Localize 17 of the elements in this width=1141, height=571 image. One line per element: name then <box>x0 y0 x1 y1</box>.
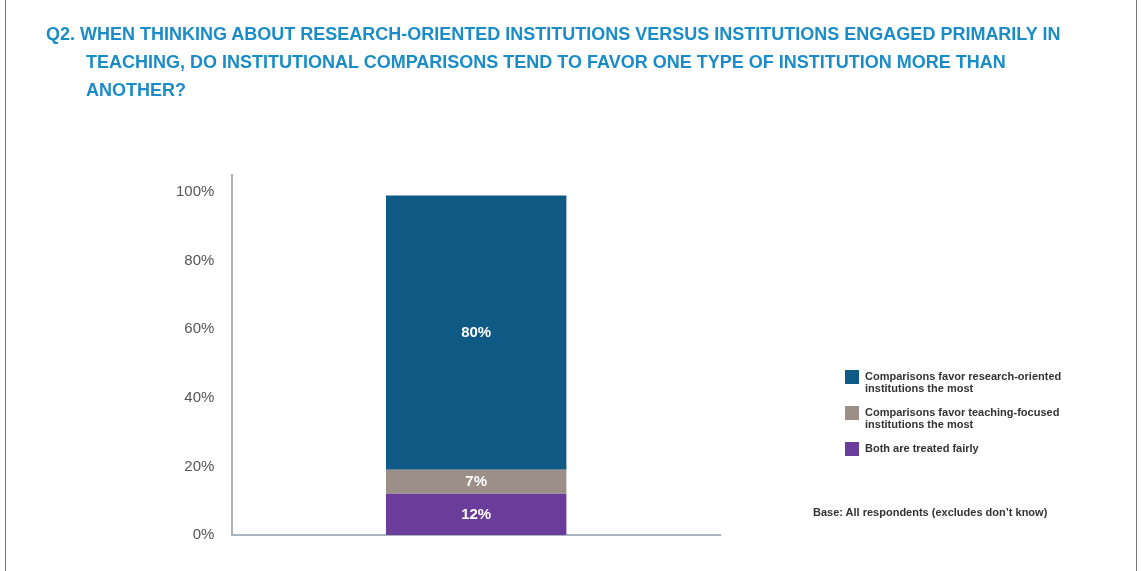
y-tick-label: 60% <box>184 319 215 337</box>
data-label: 7% <box>465 472 488 489</box>
data-label: 12% <box>461 504 492 522</box>
y-tick-label: 100% <box>175 182 215 200</box>
text: Base: All respondents (excludes don’t know) <box>813 506 1048 518</box>
y-tick-label: 20% <box>184 456 215 474</box>
legend-label: Comparisons favor teaching-focused institutions the most <box>865 406 1061 430</box>
y-tick-label: 40% <box>184 388 215 405</box>
legend-label: Comparisons favor research-oriented institutions the most <box>865 370 1063 394</box>
legend-label: Both are treated fairly <box>865 442 979 454</box>
bar <box>385 469 567 494</box>
y-tick-label: 0% <box>192 525 215 543</box>
y-tick-label: 80% <box>184 250 215 268</box>
chart-title: Q2. WHEN THINKING ABOUT RESEARCH-ORIENTED INSTITUTIONS VERSUS INSTITUTIONS ENGAGED PRIMARILY IN TEACHING, DO INSTITUTIONAL COMPARISONS TEND TO FAVOR ONE TYPE OF INSTITUTION MORE THAN ANOTHER? <box>46 23 1062 102</box>
bar <box>385 195 567 470</box>
data-label: 80% <box>461 322 492 340</box>
bar <box>385 493 567 535</box>
